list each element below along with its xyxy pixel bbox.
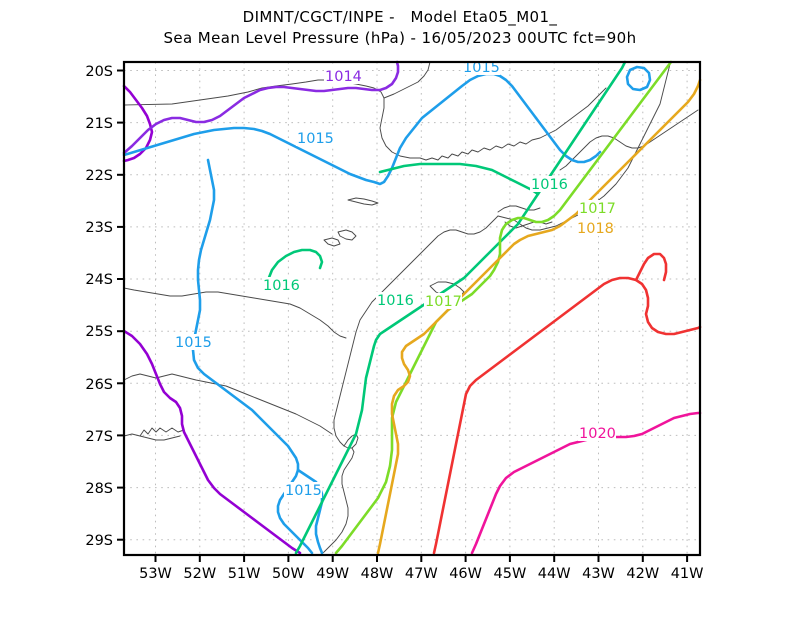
contour-1015 — [122, 65, 652, 555]
contour-label-1016-c: 1016 — [377, 293, 414, 309]
plot-background — [124, 62, 700, 555]
contour-label-1016-a: 1016 — [263, 278, 300, 294]
x-tick-label-47w: 47W — [405, 566, 438, 582]
y-axis-labels: 20S 21S 22S 23S 24S 25S 26S 27S 28S 29S — [85, 64, 113, 549]
y-tick-label-25s: 25S — [85, 324, 113, 340]
x-tick-label-49w: 49W — [316, 566, 349, 582]
chart-title-line-1: DIMNT/CGCT/INPE - Model Eta05_M01_ — [242, 8, 558, 26]
x-tick-label-46w: 46W — [449, 566, 482, 582]
x-tick-label-48w: 48W — [361, 566, 394, 582]
x-tick-label-45w: 45W — [494, 566, 527, 582]
x-axis-labels: 53W 52W 51W 50W 49W 48W 47W 46W 45W 44W … — [139, 566, 703, 582]
contour-1014 — [122, 60, 400, 155]
contour-1020 — [470, 411, 702, 555]
contour-label-1016-b: 1016 — [531, 177, 568, 193]
contour-labels: 1014 1015 1015 1015 1015 1016 1016 1016 … — [174, 59, 616, 499]
x-tick-label-53w: 53W — [139, 566, 172, 582]
x-tick-label-50w: 50W — [272, 566, 305, 582]
y-tick-label-23s: 23S — [85, 220, 113, 236]
contour-label-1017-b: 1017 — [425, 294, 462, 310]
y-tick-label-26s: 26S — [85, 377, 113, 393]
x-tick-label-51w: 51W — [228, 566, 261, 582]
contour-label-1020-a: 1020 — [579, 426, 616, 442]
y-tick-label-27s: 27S — [85, 429, 113, 445]
coastline-layer — [123, 61, 699, 556]
chart-title-block: DIMNT/CGCT/INPE - Model Eta05_M01_ Sea M… — [0, 0, 800, 49]
x-tick-label-42w: 42W — [626, 566, 659, 582]
contour-label-1014-a: 1014 — [325, 69, 362, 85]
contour-label-1015-d: 1015 — [285, 483, 322, 499]
contour-label-1017-a: 1017 — [579, 201, 616, 217]
contour-1016 — [264, 60, 627, 555]
x-tick-label-43w: 43W — [582, 566, 615, 582]
x-tick-label-52w: 52W — [183, 566, 216, 582]
axis-ticks — [117, 69, 689, 562]
contour-label-1015-b: 1015 — [297, 131, 334, 147]
y-tick-label-24s: 24S — [85, 272, 113, 288]
y-tick-label-22s: 22S — [85, 168, 113, 184]
contour-label-1018-a: 1018 — [577, 221, 614, 237]
plot-frame — [122, 60, 702, 557]
chart-title-line-2: Sea Mean Level Pressure (hPa) - 16/05/20… — [163, 29, 637, 47]
y-tick-label-20s: 20S — [85, 64, 113, 80]
x-tick-label-44w: 44W — [538, 566, 571, 582]
x-tick-label-41w: 41W — [671, 566, 704, 582]
y-tick-label-21s: 21S — [85, 116, 113, 132]
y-tick-label-29s: 29S — [85, 533, 113, 549]
contour-1013 — [122, 84, 302, 555]
contour-label-1015-a: 1015 — [463, 60, 500, 76]
contour-label-1015-c: 1015 — [175, 335, 212, 351]
contour-1017 — [334, 60, 673, 555]
y-tick-label-28s: 28S — [85, 481, 113, 497]
contour-1019 — [432, 252, 702, 555]
